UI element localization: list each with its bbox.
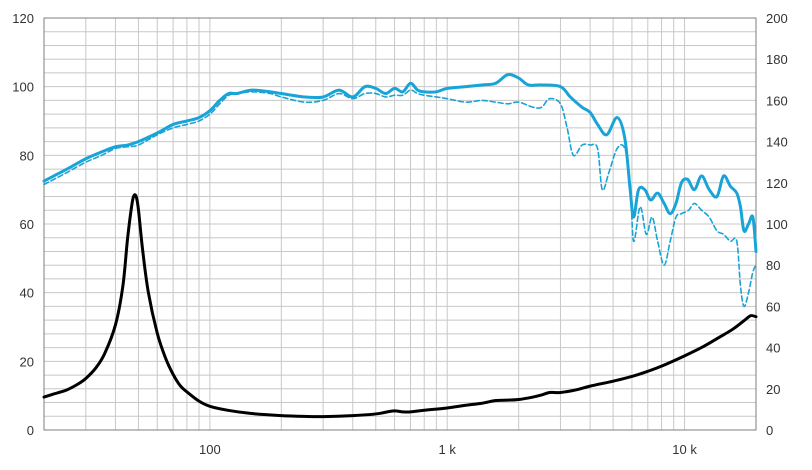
x-tick-label: 100 <box>199 442 221 457</box>
x-tick-label: 1 k <box>439 442 457 457</box>
y-right-tick-label: 40 <box>766 341 780 356</box>
y-left-tick-label: 40 <box>20 286 34 301</box>
y-right-tick-label: 20 <box>766 382 780 397</box>
y-right-tick-label: 100 <box>766 217 788 232</box>
y-right-tick-label: 80 <box>766 258 780 273</box>
y-right-tick-label: 160 <box>766 93 788 108</box>
tick-label-layer: 0 20 40 60 80 100 120 0 20 40 60 80 100 120 140 160 180 2… <box>12 11 787 457</box>
plot-frame <box>43 17 757 431</box>
y-right-tick-label: 0 <box>766 423 773 438</box>
y-left-tick-label: 100 <box>12 80 34 95</box>
y-right-tick-label: 140 <box>766 135 788 150</box>
y-right-tick-label: 120 <box>766 176 788 191</box>
y-right-tick-label: 200 <box>766 11 788 26</box>
impedance-line <box>42 193 758 419</box>
y-left-tick-label: 80 <box>20 148 34 163</box>
series-layer <box>42 72 758 419</box>
y-left-tick-label: 20 <box>20 354 34 369</box>
y-left-tick-label: 0 <box>27 423 34 438</box>
y-left-tick-label: 60 <box>20 217 34 232</box>
grid-layer <box>43 17 757 431</box>
x-tick-label: 10 k <box>672 442 697 457</box>
y-right-tick-label: 180 <box>766 52 788 67</box>
spl-on-axis-line <box>42 72 758 253</box>
y-right-tick-label: 60 <box>766 299 780 314</box>
y-left-tick-label: 120 <box>12 11 34 26</box>
